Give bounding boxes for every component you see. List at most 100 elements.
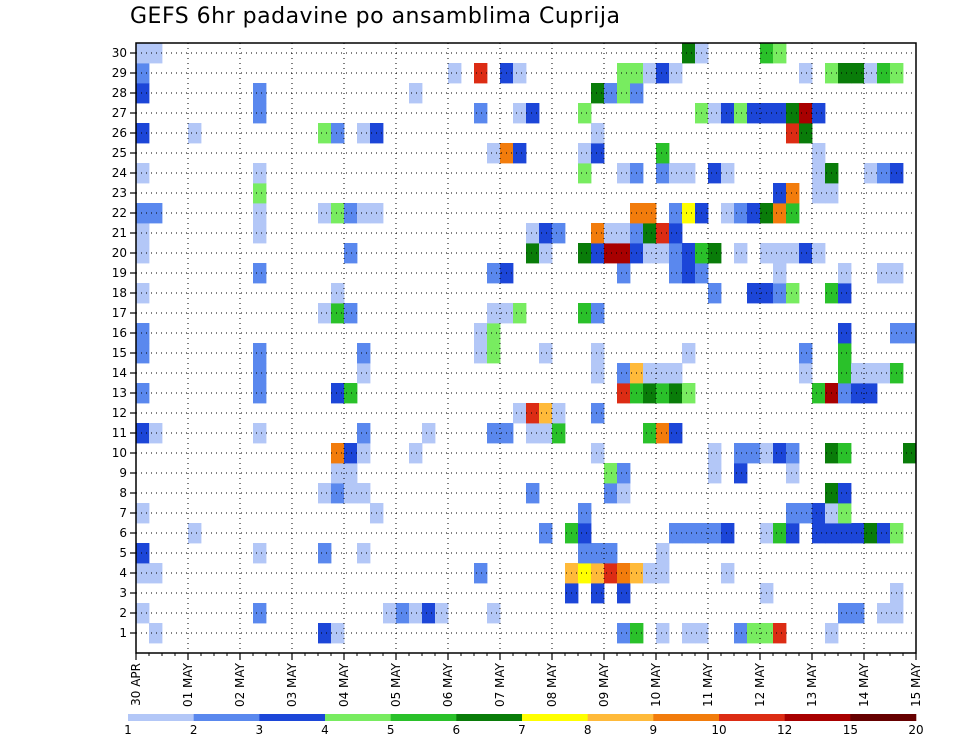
heatmap-cell	[643, 243, 657, 264]
heatmap-cell	[864, 383, 878, 404]
heatmap-cell	[617, 623, 631, 644]
heatmap-cell	[734, 623, 748, 644]
heatmap-cell	[734, 443, 748, 464]
heatmap-cell	[357, 423, 371, 444]
heatmap-cell	[643, 63, 657, 84]
heatmap-cell	[331, 303, 345, 324]
colorbar-label: 8	[584, 723, 592, 737]
heatmap-cell	[526, 423, 540, 444]
heatmap-cell	[669, 243, 683, 264]
heatmap-cell	[578, 303, 592, 324]
heatmap-cell	[903, 443, 917, 464]
y-tick-label: 12	[112, 406, 127, 420]
heatmap-cell	[331, 123, 345, 144]
heatmap-cell	[747, 203, 761, 224]
heatmap-cell	[656, 243, 670, 264]
heatmap-cell	[617, 563, 631, 584]
heatmap-cell	[136, 343, 150, 364]
heatmap-cell	[773, 183, 787, 204]
heatmap-cell	[188, 523, 202, 544]
heatmap-cell	[734, 203, 748, 224]
heatmap-cell	[617, 463, 631, 484]
heatmap-cell	[773, 43, 787, 64]
heatmap-cell	[344, 303, 358, 324]
heatmap-cell	[513, 63, 527, 84]
heatmap-cell	[136, 83, 150, 104]
heatmap-cell	[786, 243, 800, 264]
x-tick-label: 06 MAY	[441, 662, 455, 707]
colorbar-segment	[653, 714, 720, 721]
heatmap-cell	[656, 223, 670, 244]
heatmap-cell	[877, 63, 891, 84]
heatmap-cell	[539, 223, 553, 244]
heatmap-cell	[786, 203, 800, 224]
x-tick-label: 07 MAY	[493, 662, 507, 707]
colorbar-label: 4	[321, 723, 329, 737]
heatmap-cell	[617, 363, 631, 384]
heatmap-cell	[877, 523, 891, 544]
x-tick-label: 08 MAY	[545, 662, 559, 707]
heatmap-cell	[253, 103, 267, 124]
heatmap-cell	[617, 383, 631, 404]
heatmap-cell	[591, 443, 605, 464]
x-tick-label: 15 MAY	[909, 662, 923, 707]
y-tick-label: 22	[112, 206, 127, 220]
heatmap-cell	[656, 63, 670, 84]
colorbar-label: 9	[650, 723, 658, 737]
heatmap-cell	[526, 103, 540, 124]
heatmap-cell	[838, 263, 852, 284]
heatmap-cell	[721, 103, 735, 124]
heatmap-cell	[682, 263, 696, 284]
heatmap-cell	[396, 603, 410, 624]
y-tick-label: 24	[112, 166, 127, 180]
heatmap-cell	[799, 363, 813, 384]
heatmap-cell	[357, 363, 371, 384]
heatmap-cell	[136, 223, 150, 244]
heatmap-cell	[526, 483, 540, 504]
heatmap-cell	[838, 503, 852, 524]
heatmap-cell	[591, 543, 605, 564]
heatmap-cell	[799, 103, 813, 124]
heatmap-cell	[591, 363, 605, 384]
y-tick-label: 29	[112, 66, 127, 80]
heatmap-cell	[331, 623, 345, 644]
heatmap-cell	[799, 243, 813, 264]
heatmap-cell	[136, 43, 150, 64]
heatmap-cell	[136, 503, 150, 524]
heatmap-cell	[136, 383, 150, 404]
heatmap-cell	[604, 223, 618, 244]
heatmap-cell	[487, 603, 501, 624]
colorbar-label: 1	[124, 723, 132, 737]
heatmap-cell	[682, 243, 696, 264]
y-tick-label: 11	[112, 426, 127, 440]
y-tick-label: 5	[119, 546, 127, 560]
heatmap-cell	[851, 63, 865, 84]
x-tick-label: 30 APR	[129, 663, 143, 706]
heatmap-cell	[487, 343, 501, 364]
heatmap-cell	[383, 603, 397, 624]
cells-group	[136, 43, 917, 644]
heatmap-cell	[838, 383, 852, 404]
colorbar-label: 12	[777, 723, 792, 737]
heatmap-cell	[409, 83, 423, 104]
colorbar-label: 5	[387, 723, 395, 737]
heatmap-cell	[617, 263, 631, 284]
heatmap-cell	[591, 343, 605, 364]
heatmap-cell	[851, 383, 865, 404]
heatmap-cell	[786, 523, 800, 544]
heatmap-cell	[617, 583, 631, 604]
colorbar-segment	[128, 714, 194, 721]
heatmap-cell	[604, 543, 618, 564]
heatmap-cell	[864, 63, 878, 84]
heatmap-cell	[838, 323, 852, 344]
heatmap-cell	[318, 123, 332, 144]
heatmap-cell	[448, 63, 462, 84]
heatmap-cell	[136, 423, 150, 444]
heatmap-cell	[357, 343, 371, 364]
heatmap-cell	[812, 243, 826, 264]
heatmap-cell	[708, 163, 722, 184]
x-tick-label: 13 MAY	[805, 662, 819, 707]
heatmap-cell	[838, 483, 852, 504]
heatmap-cell	[149, 203, 163, 224]
x-tick-label: 01 MAY	[181, 662, 195, 707]
